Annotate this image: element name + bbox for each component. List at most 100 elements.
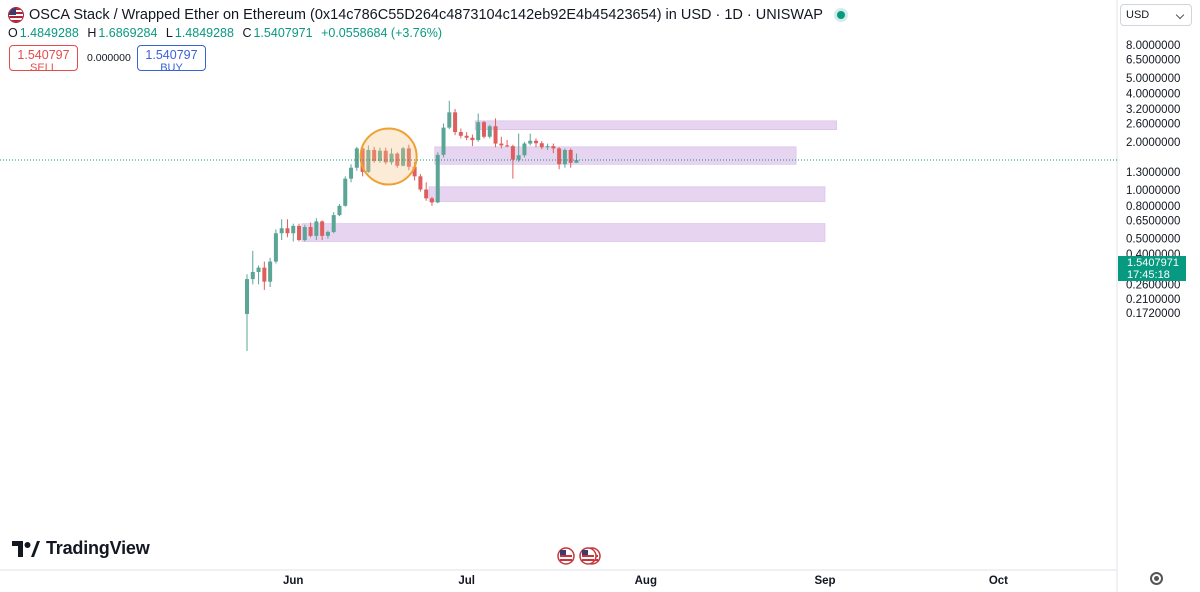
y-tick-label: 0.5000000 bbox=[1126, 234, 1180, 246]
x-tick-label: Jun bbox=[283, 575, 303, 587]
y-tick-label: 2.0000000 bbox=[1126, 137, 1180, 149]
candle-body bbox=[551, 146, 556, 149]
candle-body bbox=[458, 132, 463, 136]
zone-rect-1 bbox=[434, 146, 797, 165]
candle-body bbox=[539, 143, 544, 148]
y-tick-label: 1.3000000 bbox=[1126, 167, 1180, 179]
candle-body bbox=[453, 112, 458, 133]
candle-body bbox=[481, 122, 486, 137]
candle-body bbox=[279, 228, 284, 234]
candle-body bbox=[349, 167, 354, 179]
candle-body bbox=[447, 112, 452, 128]
tradingview-logo-icon bbox=[12, 540, 40, 557]
candle-body bbox=[245, 279, 249, 314]
last-price-value: 1.5407971 bbox=[1127, 257, 1179, 269]
candle-body bbox=[372, 149, 377, 161]
zone-rect-0 bbox=[474, 120, 837, 130]
candle-body bbox=[250, 272, 255, 280]
x-tick-label: Sep bbox=[814, 575, 835, 587]
candle-body bbox=[308, 227, 313, 236]
spread-value: 0.000000 bbox=[87, 52, 131, 64]
buy-button[interactable]: 1.540797 BUY bbox=[137, 45, 206, 74]
change-value: +0.0558684 (+3.76%) bbox=[321, 26, 442, 40]
candle-body bbox=[406, 148, 411, 167]
last-price-label: 1.5407971 17:45:18 bbox=[1118, 256, 1186, 281]
candle-body bbox=[528, 140, 533, 144]
candle-body bbox=[297, 225, 302, 241]
candle-body bbox=[412, 166, 417, 177]
highlight-circle bbox=[359, 127, 418, 186]
buy-price: 1.540797 bbox=[145, 48, 198, 62]
market-open-icon bbox=[836, 11, 845, 19]
y-tick-label: 6.5000000 bbox=[1126, 55, 1180, 67]
candle-body bbox=[262, 267, 267, 282]
candle-body bbox=[568, 149, 573, 163]
candle-body bbox=[418, 176, 423, 190]
bar-countdown: 17:45:18 bbox=[1127, 269, 1170, 281]
event-flag-icon[interactable] bbox=[557, 547, 575, 565]
candle-body bbox=[268, 261, 273, 282]
brand-name: TradingView bbox=[46, 538, 150, 558]
sell-button[interactable]: 1.540797 SELL bbox=[9, 45, 78, 74]
candle-body bbox=[435, 154, 440, 203]
candle-body bbox=[574, 160, 579, 163]
candle-body bbox=[302, 227, 307, 241]
us-flag-icon bbox=[8, 7, 24, 23]
candle-body bbox=[354, 148, 359, 168]
candle-body bbox=[510, 146, 515, 160]
event-flag-icon[interactable] bbox=[579, 547, 597, 565]
candle-body bbox=[487, 126, 492, 137]
candle-body bbox=[464, 135, 469, 138]
symbol-title[interactable]: OSCA Stack / Wrapped Ether on Ethereum (… bbox=[29, 7, 823, 23]
candle-body bbox=[505, 145, 510, 147]
candle-body bbox=[314, 221, 319, 236]
y-tick-label: 5.0000000 bbox=[1126, 73, 1180, 85]
candle-body bbox=[337, 205, 342, 216]
candle-body bbox=[377, 150, 382, 161]
x-tick-label: Oct bbox=[989, 575, 1008, 587]
candle-body bbox=[424, 189, 429, 199]
ohlc-legend: O 1.4849288 H 1.6869284 L 1.4849288 C 1.5407… bbox=[8, 26, 447, 40]
candle-body bbox=[320, 221, 325, 236]
candle-body bbox=[389, 153, 394, 163]
y-tick-label: 0.2600000 bbox=[1126, 279, 1180, 291]
y-tick-label: 0.2100000 bbox=[1126, 294, 1180, 306]
chart-header: OSCA Stack / Wrapped Ether on Ethereum (… bbox=[8, 7, 845, 23]
open-value: 1.4849288 bbox=[19, 26, 79, 40]
y-tick-label: 8.0000000 bbox=[1126, 40, 1180, 52]
sell-price: 1.540797 bbox=[17, 48, 70, 62]
low-value: 1.4849288 bbox=[174, 26, 234, 40]
x-tick-label: Jul bbox=[458, 575, 475, 587]
candle-body bbox=[499, 143, 504, 146]
zone-rect-2 bbox=[428, 186, 826, 202]
candle-body bbox=[441, 127, 446, 155]
low-label: L bbox=[165, 26, 173, 40]
candle-body bbox=[545, 146, 550, 148]
candle-body bbox=[476, 122, 481, 141]
candle-body bbox=[325, 231, 330, 236]
candle-body bbox=[401, 148, 406, 166]
candle-body bbox=[285, 228, 290, 234]
high-value: 1.6869284 bbox=[98, 26, 158, 40]
candle-body bbox=[522, 143, 527, 156]
candle-body bbox=[395, 153, 400, 166]
candle-body bbox=[493, 126, 498, 144]
candle-body bbox=[470, 137, 475, 141]
sell-label: SELL bbox=[30, 62, 57, 74]
tradingview-logo[interactable]: TradingView bbox=[12, 538, 150, 559]
candle-body bbox=[256, 267, 261, 273]
candle-body bbox=[273, 233, 278, 262]
candle-body bbox=[291, 225, 296, 234]
y-tick-label: 1.0000000 bbox=[1126, 185, 1180, 197]
candle-body bbox=[429, 198, 434, 203]
candle-body bbox=[383, 150, 388, 163]
currency-select[interactable]: USD bbox=[1120, 4, 1192, 26]
candle-body bbox=[331, 215, 336, 232]
close-value: 1.5407971 bbox=[253, 26, 313, 40]
settings-icon[interactable] bbox=[1150, 572, 1163, 585]
candle-body bbox=[534, 140, 538, 144]
open-label: O bbox=[8, 26, 18, 40]
buy-label: BUY bbox=[160, 62, 183, 74]
y-tick-label: 2.6000000 bbox=[1126, 118, 1180, 130]
